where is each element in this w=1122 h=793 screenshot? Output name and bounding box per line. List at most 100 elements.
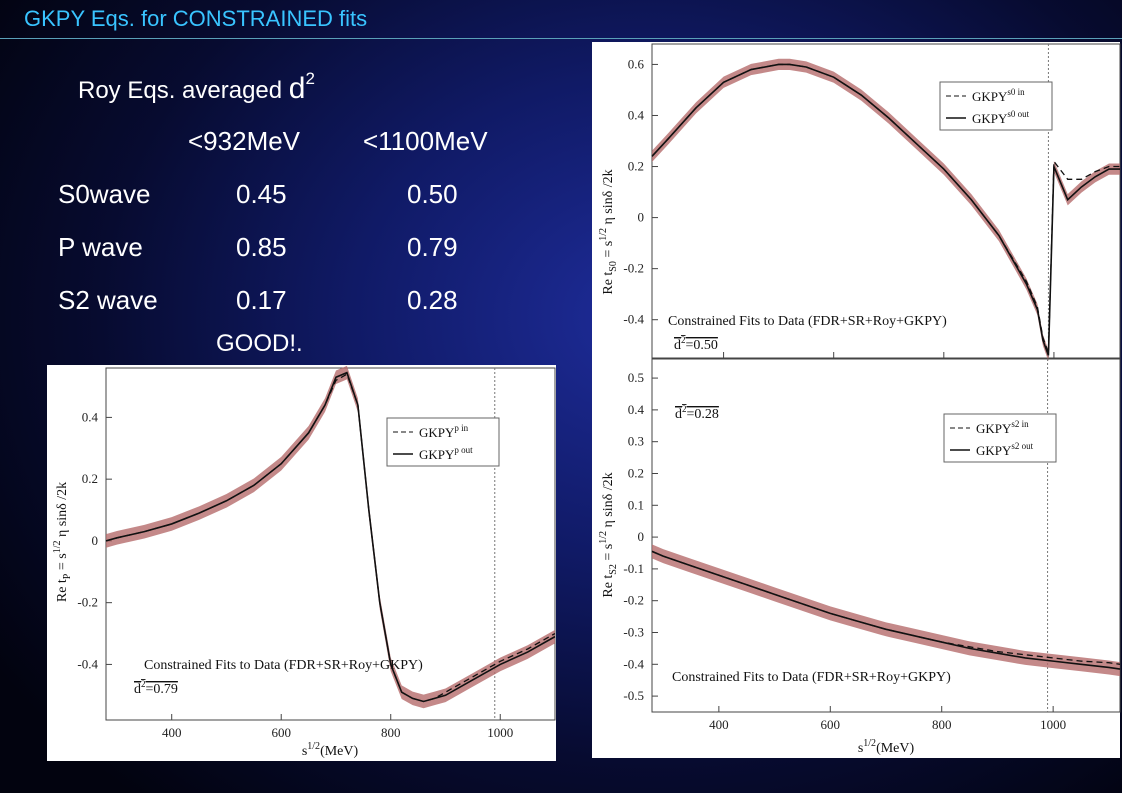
roy-heading-sup: 2 (305, 69, 315, 88)
row-label: P wave (58, 232, 143, 262)
y-label-text: Re t (601, 272, 616, 295)
row-value: 0.85 (236, 232, 287, 262)
roy-table-heading: Roy Eqs. averaged d2 (78, 69, 315, 106)
y-axis-label: Re tS0 = s1/2 η sinδ /2k (598, 169, 619, 294)
chart-s2: 0.5 0.4 0.3 0.2 0.1 0 -0.1 -0.2 -0.3 -0.4 -0.5 400 6… (598, 358, 1121, 756)
d2-label: d2=0.28 (675, 404, 719, 422)
y-tick-label: 0 (638, 529, 645, 544)
legend-text: GKPY (976, 443, 1012, 458)
x-tick-label: 600 (271, 725, 291, 740)
x-tick-label: 600 (821, 717, 841, 732)
legend-entry: GKPYs2 out (976, 441, 1034, 458)
row-value: 0.79 (407, 232, 458, 262)
error-band (652, 544, 1120, 677)
y-label-text: Re t (601, 575, 616, 598)
legend-sup: s2 out (1011, 441, 1033, 451)
legend-box (939, 81, 1053, 131)
d2-symbol: d (134, 682, 141, 697)
y-tick-label: -0.3 (623, 624, 644, 639)
y-label-sub: P (62, 573, 73, 579)
legend-entry: GKPYp out (419, 445, 473, 462)
y-tick-label: -0.5 (623, 688, 644, 703)
legend-text: GKPY (972, 89, 1008, 104)
row-value: 0.28 (407, 285, 458, 315)
y-tick-label: -0.2 (77, 595, 98, 610)
y-label-text: = s (55, 553, 70, 573)
y-tick-label: 0.2 (628, 465, 644, 480)
series-line (105, 371, 556, 703)
y-tick-label: -0.2 (623, 261, 644, 276)
col-header-932: <932MeV (188, 126, 301, 156)
fit-annotation: Constrained Fits to Data (FDR+SR+Roy+GKP… (672, 670, 951, 685)
legend-sup: p in (454, 423, 468, 433)
row-label: S0wave (58, 179, 151, 209)
x-tick-label: 1000 (1040, 717, 1066, 732)
y-label-text: = s (601, 544, 616, 564)
y-tick-label: -0.2 (623, 593, 644, 608)
y-tick-label: 0 (638, 210, 645, 225)
y-tick-label: 0.1 (628, 497, 644, 512)
x-tick-label: 800 (932, 717, 952, 732)
y-tick-label: 0.3 (628, 434, 644, 449)
y-label-sup: 1/2 (598, 228, 609, 241)
x-label-sup: 1/2 (863, 738, 876, 749)
plot-frame (651, 43, 1121, 359)
x-tick-label: 400 (162, 725, 182, 740)
x-axis-label: s1/2(MeV) (858, 738, 915, 756)
d2-value: =0.28 (687, 407, 719, 422)
y-tick-label: 0 (92, 533, 99, 548)
col-header-1100: <1100MeV (363, 126, 488, 156)
row-value: 0.45 (236, 179, 287, 209)
roy-heading-text: Roy Eqs. averaged (78, 77, 289, 104)
d2-sup: 2 (681, 335, 686, 345)
y-tick-label: -0.1 (623, 561, 644, 576)
y-label-text: Re t (55, 579, 70, 602)
x-tick-label: 1000 (487, 725, 513, 740)
legend-text: GKPY (419, 425, 455, 440)
x-label-text: (MeV) (320, 744, 358, 759)
legend-sup: s2 in (1011, 419, 1029, 429)
fit-annotation: Constrained Fits to Data (FDR+SR+Roy+GKP… (668, 314, 947, 329)
y-tick-label: 0.4 (628, 402, 645, 417)
legend-box (386, 417, 500, 467)
verdict-text: GOOD!. (216, 330, 303, 357)
d2-label: d2=0.79 (134, 679, 178, 697)
y-tick-label: 0.2 (82, 471, 98, 486)
d2-label: d2=0.50 (674, 335, 718, 353)
x-label-text: (MeV) (876, 741, 914, 756)
y-tick-label: 0.2 (628, 159, 644, 174)
legend-text: GKPY (976, 421, 1012, 436)
y-label-text: η sinδ /2k (601, 169, 616, 228)
d2-value: =0.79 (146, 682, 178, 697)
plot-frame (651, 358, 1121, 713)
y-axis-label: Re tP = s1/2 η sinδ /2k (52, 482, 73, 602)
legend-text: GKPY (419, 447, 455, 462)
y-label-text: η sinδ /2k (55, 482, 70, 541)
legend-entry: GKPYs2 in (976, 419, 1029, 436)
series-line (651, 550, 1121, 665)
d2-sup: 2 (141, 679, 146, 689)
row-value: 0.17 (236, 285, 287, 315)
x-label-text: s (858, 741, 863, 756)
d2-symbol: d (675, 407, 682, 422)
y-label-sup: 1/2 (52, 541, 63, 554)
title-bar: GKPY Eqs. for CONSTRAINED fits (0, 0, 1122, 39)
legend-entry: GKPYs0 out (972, 109, 1030, 126)
legend-sup: s0 in (1007, 87, 1025, 97)
d2-sup: 2 (682, 404, 687, 414)
y-label-text: η sinδ /2k (601, 472, 616, 531)
slide-title: GKPY Eqs. for CONSTRAINED fits (24, 6, 368, 31)
error-band (106, 365, 555, 709)
y-label-text: = s (601, 241, 616, 261)
legend-text: GKPY (972, 111, 1008, 126)
row-label: S2 wave (58, 285, 158, 315)
d2-value: =0.50 (686, 338, 718, 353)
y-tick-label: 0.4 (628, 107, 645, 122)
x-label-text: s (302, 744, 307, 759)
d2-symbol: d (674, 338, 681, 353)
x-tick-label: 400 (709, 717, 729, 732)
legend-sup: p out (454, 445, 473, 455)
